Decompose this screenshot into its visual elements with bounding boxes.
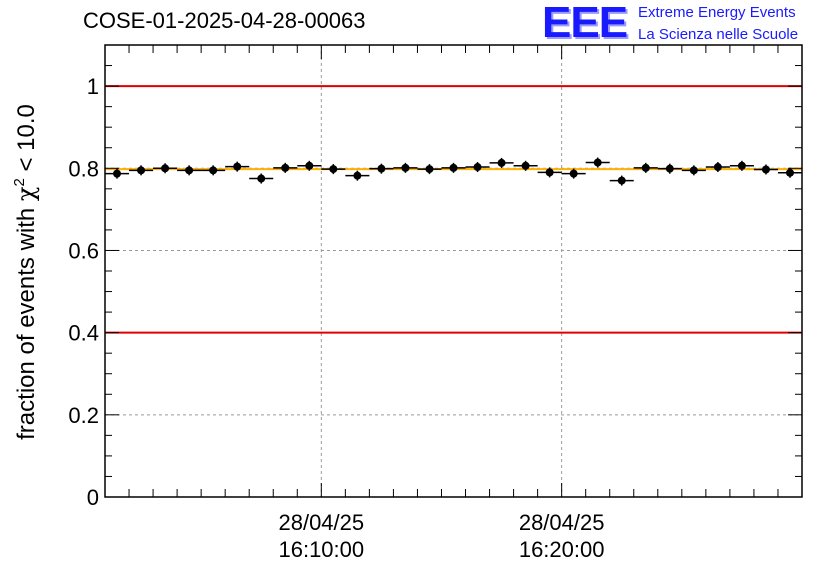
- data-point: [177, 165, 202, 176]
- grid-layer: [105, 45, 802, 497]
- point-marker: [617, 176, 626, 185]
- data-point: [633, 162, 658, 173]
- y-tick-label: 1: [87, 74, 99, 99]
- data-point: [777, 167, 802, 178]
- data-point: [705, 162, 730, 173]
- point-marker: [377, 164, 386, 173]
- data-point: [345, 170, 370, 181]
- data-point: [489, 157, 514, 168]
- data-point: [537, 167, 562, 178]
- data-points: [105, 157, 802, 186]
- data-point: [657, 163, 682, 174]
- point-marker: [281, 163, 290, 172]
- logo-text-line1: Extreme Energy Events: [638, 4, 796, 21]
- data-point: [105, 168, 130, 179]
- point-marker: [425, 165, 434, 174]
- point-marker: [761, 165, 770, 174]
- y-tick-label: 0.6: [68, 238, 99, 263]
- point-marker: [497, 158, 506, 167]
- data-point: [321, 164, 346, 175]
- y-tick-label: 0.4: [68, 321, 99, 346]
- point-marker: [689, 166, 698, 175]
- point-marker: [137, 166, 146, 175]
- axis-ticks: [105, 44, 802, 498]
- data-point: [561, 168, 586, 179]
- point-marker: [401, 163, 410, 172]
- data-point: [441, 162, 466, 173]
- x-tick-label-time: 16:20:00: [519, 537, 605, 562]
- y-tick-label: 0.2: [68, 403, 99, 428]
- point-marker: [713, 163, 722, 172]
- point-marker: [113, 169, 122, 178]
- logo-mark: EEE: [542, 0, 628, 47]
- point-marker: [449, 163, 458, 172]
- y-tick-labels: 0 0.2 0.4 0.6 0.8 1: [68, 74, 99, 510]
- point-marker: [233, 162, 242, 171]
- point-marker: [641, 163, 650, 172]
- chart-title: COSE-01-2025-04-28-00063: [83, 8, 366, 33]
- data-point: [585, 157, 610, 168]
- point-marker: [185, 166, 194, 175]
- point-marker: [257, 174, 266, 183]
- data-point: [417, 164, 442, 175]
- eee-logo: EEE Extreme Energy Events La Scienza nel…: [542, 0, 832, 47]
- data-point: [201, 165, 226, 176]
- data-point: [225, 161, 250, 172]
- data-point: [609, 175, 634, 186]
- point-marker: [161, 164, 170, 173]
- x-tick-label-date: 28/04/25: [519, 510, 605, 535]
- data-point: [369, 163, 394, 174]
- data-point: [513, 160, 538, 171]
- x-tick-label-date: 28/04/25: [278, 510, 364, 535]
- point-marker: [569, 169, 578, 178]
- point-marker: [521, 161, 530, 170]
- point-marker: [665, 164, 674, 173]
- point-marker: [209, 166, 218, 175]
- point-marker: [545, 168, 554, 177]
- data-point: [129, 165, 154, 176]
- data-point: [465, 162, 490, 173]
- point-marker: [473, 163, 482, 172]
- point-marker: [305, 161, 314, 170]
- logo-text-line2: La Scienza nelle Scuole: [638, 26, 799, 43]
- data-point: [681, 165, 706, 176]
- data-point: [153, 163, 178, 174]
- y-tick-label: 0: [87, 485, 99, 510]
- plot-frame: [104, 44, 803, 498]
- point-marker: [593, 158, 602, 167]
- data-point: [753, 164, 778, 175]
- data-point: [297, 160, 322, 171]
- y-axis-label: fraction of events with χ2 < 10.0: [11, 104, 40, 440]
- data-point: [249, 173, 274, 184]
- x-tick-label-time: 16:10:00: [278, 537, 364, 562]
- reference-lines: [105, 85, 802, 334]
- point-marker: [737, 161, 746, 170]
- point-marker: [353, 171, 362, 180]
- data-point: [273, 162, 298, 173]
- point-marker: [329, 165, 338, 174]
- data-point: [393, 162, 418, 173]
- point-marker: [785, 168, 794, 177]
- data-point: [729, 160, 754, 171]
- y-tick-label: 0.8: [68, 156, 99, 181]
